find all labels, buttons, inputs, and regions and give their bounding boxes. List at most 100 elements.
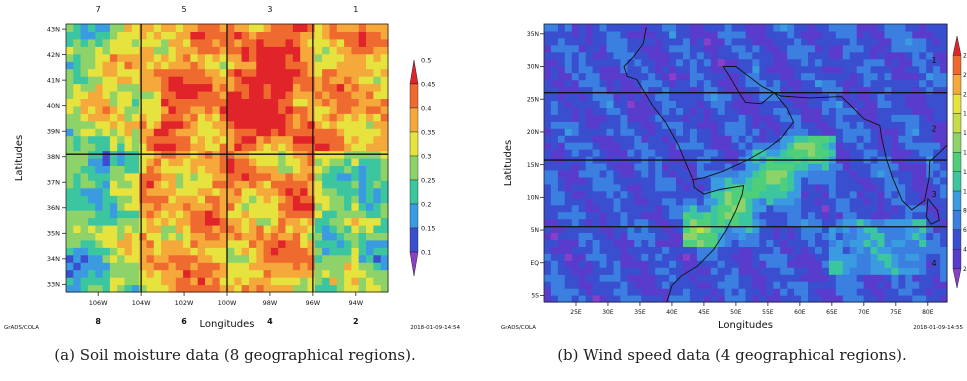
soil-moisture-cell bbox=[102, 269, 111, 278]
wind-speed-cell bbox=[766, 37, 774, 46]
wind-speed-cell bbox=[599, 128, 608, 136]
wind-speed-cell bbox=[655, 51, 663, 60]
wind-speed-cell bbox=[620, 260, 628, 268]
wind-speed-cell bbox=[606, 86, 614, 95]
wind-speed-cell bbox=[926, 51, 934, 60]
wind-speed-cell bbox=[683, 281, 691, 289]
wind-speed-cell bbox=[648, 51, 656, 60]
soil-moisture-cell bbox=[249, 165, 257, 174]
wind-speed-cell bbox=[877, 211, 885, 220]
soil-moisture-cell bbox=[322, 53, 330, 62]
soil-moisture-cell bbox=[329, 284, 338, 293]
soil-moisture-cell bbox=[344, 76, 352, 85]
wind-speed-cell bbox=[898, 170, 906, 178]
wind-speed-cell bbox=[564, 86, 573, 95]
wind-speed-cell bbox=[940, 65, 948, 74]
wind-speed-cell bbox=[787, 225, 795, 233]
wind-speed-cell bbox=[669, 79, 677, 88]
wind-speed-cell bbox=[752, 149, 760, 157]
wind-speed-cell bbox=[717, 183, 726, 192]
wind-speed-cell bbox=[724, 65, 733, 74]
soil-moisture-cell bbox=[183, 232, 191, 241]
soil-moisture-cell bbox=[300, 277, 309, 286]
wind-speed-cell bbox=[780, 163, 788, 171]
wind-speed-cell bbox=[849, 204, 858, 213]
wind-speed-cell bbox=[815, 24, 823, 32]
wind-speed-cell bbox=[898, 149, 906, 157]
soil-moisture-cell bbox=[358, 53, 367, 62]
soil-moisture-cell bbox=[300, 225, 309, 233]
wind-speed-cell bbox=[933, 163, 941, 171]
wind-speed-cell bbox=[717, 253, 726, 261]
wind-speed-cell bbox=[731, 79, 740, 88]
wind-speed-cell bbox=[773, 44, 781, 53]
wind-speed-cell bbox=[564, 58, 573, 67]
wind-speed-cell bbox=[669, 253, 677, 261]
wind-speed-cell bbox=[592, 44, 601, 53]
wind-speed-cell bbox=[585, 24, 594, 32]
soil-moisture-cell bbox=[234, 83, 243, 92]
soil-moisture-cell bbox=[190, 120, 199, 129]
soil-moisture-cell bbox=[344, 61, 352, 70]
soil-moisture-cell bbox=[358, 232, 367, 241]
wind-speed-cell bbox=[849, 163, 858, 171]
wind-speed-cell bbox=[752, 86, 760, 95]
wind-speed-cell bbox=[870, 72, 879, 81]
soil-moisture-cell bbox=[373, 53, 382, 62]
wind-speed-cell bbox=[801, 295, 809, 303]
wind-speed-cell bbox=[870, 267, 879, 275]
soil-moisture-cell bbox=[88, 31, 96, 40]
soil-moisture-cell bbox=[197, 128, 206, 137]
wind-speed-cell bbox=[884, 121, 892, 129]
soil-moisture-cell bbox=[285, 83, 294, 92]
wind-speed-cell bbox=[849, 225, 858, 233]
wind-speed-cell bbox=[703, 114, 712, 122]
wind-speed-cell bbox=[550, 218, 559, 227]
soil-moisture-cell bbox=[153, 105, 162, 114]
soil-moisture-cell bbox=[336, 83, 345, 92]
wind-speed-cell bbox=[689, 86, 698, 95]
wind-speed-cell bbox=[842, 225, 851, 233]
soil-moisture-cell bbox=[336, 38, 345, 47]
soil-moisture-cell bbox=[139, 98, 148, 107]
soil-moisture-cell bbox=[80, 284, 89, 293]
wind-speed-cell bbox=[877, 24, 885, 32]
wind-speed-cell bbox=[585, 37, 594, 46]
wind-speed-cell bbox=[613, 149, 621, 157]
soil-moisture-cell bbox=[212, 202, 221, 211]
soil-moisture-cell bbox=[73, 143, 82, 152]
wind-speed-cell bbox=[877, 58, 885, 67]
soil-moisture-cell bbox=[322, 113, 330, 122]
wind-speed-cell bbox=[940, 121, 948, 129]
wind-speed-cell bbox=[794, 274, 802, 282]
soil-moisture-cell bbox=[270, 24, 279, 32]
wind-speed-cell bbox=[676, 58, 684, 67]
soil-moisture-cell bbox=[336, 143, 345, 152]
wind-speed-cell bbox=[724, 135, 733, 143]
soil-moisture-cell bbox=[329, 172, 338, 181]
wind-speed-cell bbox=[835, 79, 844, 88]
wind-speed-cell bbox=[801, 135, 809, 143]
soil-moisture-cell bbox=[234, 105, 243, 114]
wind-speed-cell bbox=[578, 295, 587, 303]
soil-moisture-cell bbox=[190, 135, 199, 144]
soil-moisture-cell bbox=[212, 76, 221, 85]
soil-moisture-cell bbox=[109, 76, 118, 85]
soil-moisture-cell bbox=[241, 120, 250, 129]
wind-speed-cell bbox=[933, 225, 941, 233]
wind-speed-cell bbox=[787, 253, 795, 261]
wind-speed-cell bbox=[821, 79, 830, 88]
wind-speed-cell bbox=[557, 246, 566, 254]
wind-speed-cell bbox=[564, 267, 573, 275]
soil-moisture-cell bbox=[168, 53, 177, 62]
wind-speed-cell bbox=[877, 267, 885, 275]
colorbar-label: 0.45 bbox=[421, 80, 435, 88]
wind-speed-cell bbox=[821, 274, 830, 282]
wind-speed-cell bbox=[641, 218, 649, 227]
wind-speed-cell bbox=[745, 121, 753, 129]
soil-moisture-cell bbox=[314, 128, 323, 137]
wind-speed-cell bbox=[780, 37, 788, 46]
wind-speed-cell bbox=[801, 183, 809, 192]
wind-speed-cell bbox=[592, 79, 601, 88]
soil-moisture-cell bbox=[241, 239, 250, 248]
